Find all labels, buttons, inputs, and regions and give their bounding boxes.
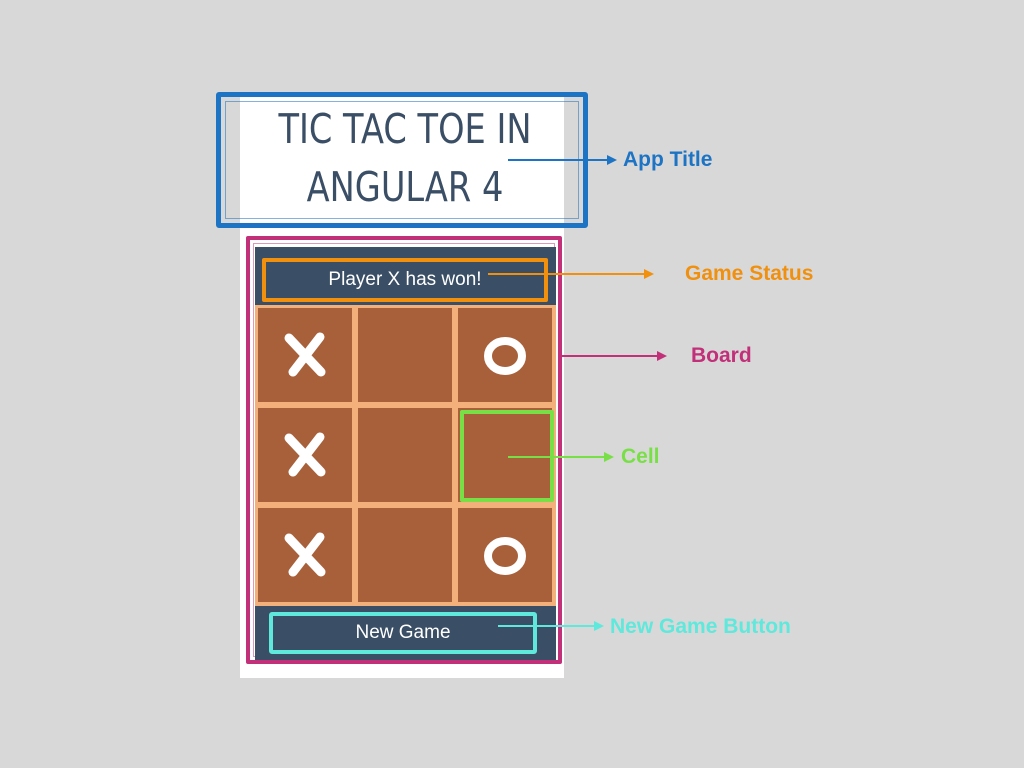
board-cell[interactable] — [358, 508, 452, 602]
o-mark-icon — [484, 337, 526, 375]
board-arrowhead — [657, 351, 667, 361]
board-cell[interactable] — [258, 508, 352, 602]
game-status-text: Player X has won! — [328, 269, 482, 290]
board-cell[interactable] — [358, 308, 452, 402]
game-status-bar — [255, 247, 556, 305]
game-status-arrow — [488, 273, 645, 275]
app-title: TIC TAC TOE IN ANGULAR 4 — [270, 100, 541, 216]
app-title-callout: App Title — [623, 148, 713, 171]
game-status-arrowhead — [644, 269, 654, 279]
new-game-arrow — [498, 625, 595, 627]
game-status-callout: Game Status — [685, 262, 814, 285]
board-callout: Board — [691, 344, 752, 367]
cell-arrow — [508, 456, 605, 458]
cell-callout: Cell — [621, 445, 660, 468]
new-game-button-callout: New Game Button — [610, 615, 791, 638]
o-mark-icon — [484, 537, 526, 575]
board-cell[interactable] — [458, 308, 552, 402]
board-cell[interactable] — [458, 508, 552, 602]
board-cell[interactable] — [358, 408, 452, 502]
x-mark-icon — [284, 432, 326, 477]
new-game-arrowhead — [594, 621, 604, 631]
board-arrow — [562, 355, 658, 357]
app-title-arrowhead — [607, 155, 617, 165]
board-cell[interactable] — [458, 408, 552, 502]
app-title-line-2: ANGULAR 4 — [306, 163, 504, 211]
board-cell[interactable] — [258, 408, 352, 502]
app-title-line-1: TIC TAC TOE IN — [278, 105, 532, 153]
game-board — [255, 305, 556, 606]
board-cell[interactable] — [258, 308, 352, 402]
game-status-highlight — [262, 258, 548, 302]
new-game-button[interactable]: New Game — [269, 612, 537, 654]
cell-arrowhead — [604, 452, 614, 462]
x-mark-icon — [284, 532, 326, 577]
x-mark-icon — [284, 332, 326, 377]
app-title-arrow — [508, 159, 608, 161]
